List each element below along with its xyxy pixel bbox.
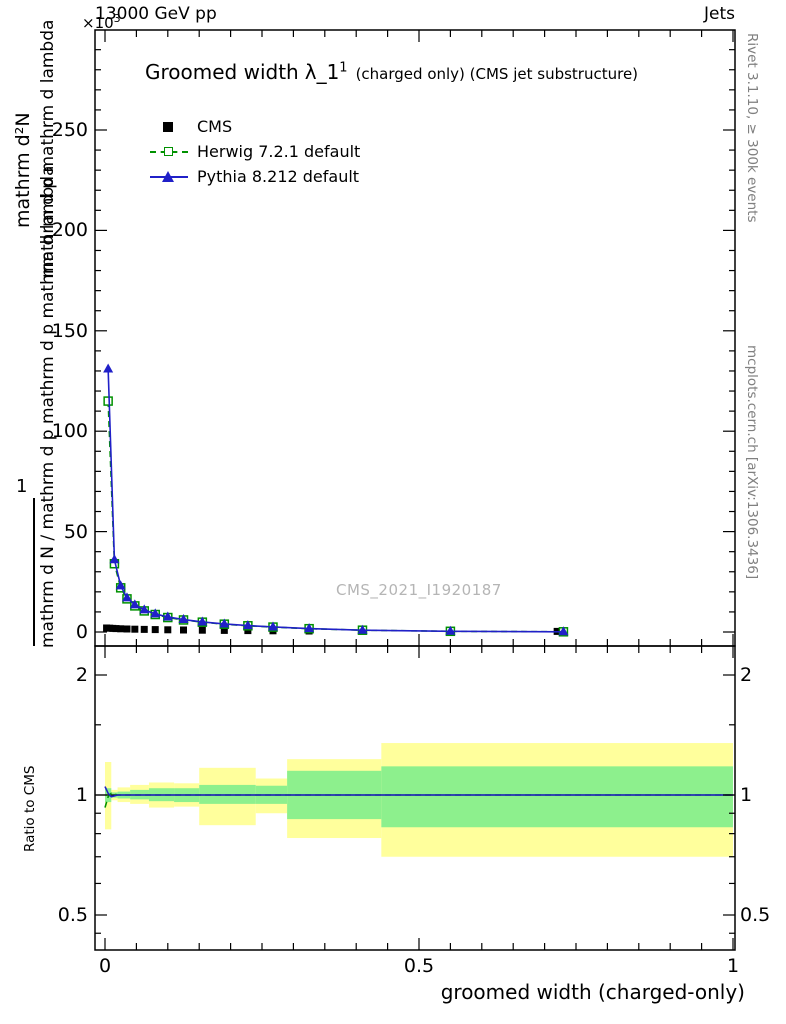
data-point-cms — [117, 625, 125, 633]
title-main: Groomed width — [145, 60, 299, 84]
title-lambda: λ_1 — [304, 60, 340, 84]
legend-item-cms: CMS — [150, 114, 360, 139]
ratio-y-tick-label-left: 1 — [75, 784, 88, 806]
legend-item-herwig: Herwig 7.2.1 default — [150, 139, 360, 164]
data-point-pythia — [115, 580, 126, 590]
data-point-herwig — [103, 396, 113, 406]
data-point-cms — [151, 626, 159, 634]
data-point-pythia — [267, 621, 278, 631]
main-y-tick-label: 200 — [51, 219, 88, 242]
data-point-cms — [131, 625, 139, 633]
data-point-cms — [220, 626, 228, 634]
herwig-marker-icon — [150, 144, 188, 160]
cms-marker-icon — [150, 119, 188, 135]
data-point-pythia — [109, 554, 120, 564]
main-y-tick-label: 250 — [51, 119, 88, 141]
data-point-pythia — [445, 625, 456, 635]
analysis-tag: Jets — [704, 4, 735, 24]
filled-triangle-icon — [162, 170, 174, 182]
ratio-y-tick-label-right: 2 — [740, 664, 753, 686]
ratio-y-tick-label-left: 2 — [75, 664, 88, 686]
data-point-cms — [164, 626, 172, 634]
ratio-line — [104, 786, 733, 798]
x-tick-label: 0 — [98, 955, 112, 977]
legend-label-pythia: Pythia 8.212 default — [197, 167, 360, 186]
data-point-pythia — [242, 620, 253, 630]
mcplots-credit-label: mcplots.cern.ch [arXiv:1306.3436] — [744, 345, 760, 580]
y-axis-multiplier-exp: 3 — [113, 12, 121, 25]
data-point-pythia — [162, 611, 173, 621]
data-point-pythia — [357, 624, 368, 634]
x-axis-label: groomed width (charged-only) — [440, 980, 745, 1004]
filled-square-icon — [163, 121, 173, 132]
data-point-pythia — [129, 599, 140, 609]
y-axis-fraction-bar — [33, 498, 35, 646]
data-point-pythia — [139, 604, 150, 614]
legend: CMS Herwig 7.2.1 default Pythia 8.212 de… — [150, 114, 360, 189]
ratio-panel-frame — [94, 645, 736, 951]
ratio-y-axis-label: Ratio to CMS — [22, 765, 38, 852]
ratio-y-tick-label-left: 0.5 — [57, 904, 88, 926]
y-axis-multiplier-base: ×10 — [82, 14, 114, 32]
main-y-tick-label: 0 — [75, 621, 88, 643]
y-axis-label-numerator: mathrm d²N — [12, 112, 34, 228]
open-square-icon — [164, 146, 173, 156]
ratio-y-tick-label-right: 0.5 — [740, 904, 771, 926]
data-point-cms — [244, 627, 252, 635]
rivet-version-label: Rivet 3.1.10, ≥ 300k events — [744, 33, 760, 223]
pythia-marker-icon — [150, 169, 188, 185]
x-tick-label: 0.5 — [403, 955, 435, 977]
plot-title: Groomed width λ_11 (charged only) (CMS jet… — [145, 60, 638, 84]
legend-label-herwig: Herwig 7.2.1 default — [197, 142, 361, 161]
main-y-tick-label: 150 — [51, 319, 88, 342]
data-point-cms — [112, 625, 120, 633]
watermark-analysis-id: CMS_2021_I1920187 — [336, 581, 502, 599]
x-tick-label: 1 — [726, 955, 740, 977]
ratio-y-tick-label-right: 1 — [740, 784, 753, 806]
title-detail: (charged only) (CMS jet substructure) — [355, 65, 639, 83]
data-point-cms — [123, 625, 131, 633]
data-point-pythia — [197, 616, 208, 626]
data-point-pythia — [150, 608, 161, 618]
data-point-pythia — [304, 623, 315, 633]
data-point-cms — [140, 625, 148, 633]
data-point-pythia — [103, 363, 114, 373]
legend-label-cms: CMS — [197, 117, 233, 136]
data-point-pythia — [178, 614, 189, 624]
data-point-pythia — [219, 618, 230, 628]
main-y-tick-label: 100 — [51, 420, 88, 443]
main-y-tick-label: 50 — [63, 520, 88, 543]
data-point-cms — [198, 626, 206, 634]
legend-item-pythia: Pythia 8.212 default — [150, 164, 360, 189]
data-point-pythia — [121, 592, 132, 602]
y-axis-label-one: 1 — [16, 476, 28, 497]
ratio-uncertainty-band-inner — [381, 766, 733, 828]
data-point-pythia — [558, 626, 569, 636]
data-point-cms — [180, 626, 187, 634]
y-axis-multiplier: ×103 — [82, 12, 121, 32]
beam-energy-label: 13000 GeV pp — [95, 4, 217, 24]
title-superscript: 1 — [339, 60, 348, 76]
